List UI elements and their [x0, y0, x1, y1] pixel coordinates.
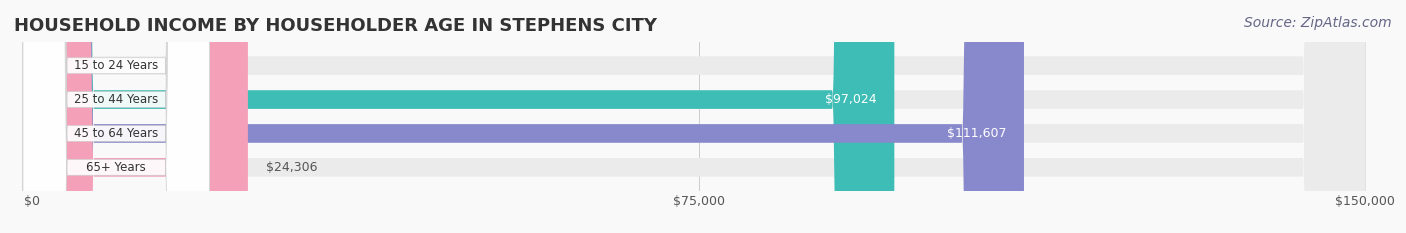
FancyBboxPatch shape [32, 0, 1365, 233]
Text: $97,024: $97,024 [825, 93, 876, 106]
FancyBboxPatch shape [22, 0, 209, 233]
FancyBboxPatch shape [32, 0, 894, 233]
FancyBboxPatch shape [32, 0, 247, 233]
Text: $111,607: $111,607 [946, 127, 1007, 140]
FancyBboxPatch shape [32, 0, 1365, 233]
Text: 45 to 64 Years: 45 to 64 Years [75, 127, 159, 140]
Text: 15 to 24 Years: 15 to 24 Years [75, 59, 159, 72]
Text: 65+ Years: 65+ Years [86, 161, 146, 174]
Text: HOUSEHOLD INCOME BY HOUSEHOLDER AGE IN STEPHENS CITY: HOUSEHOLD INCOME BY HOUSEHOLDER AGE IN S… [14, 17, 657, 35]
Text: 25 to 44 Years: 25 to 44 Years [75, 93, 159, 106]
Text: $0: $0 [49, 59, 66, 72]
FancyBboxPatch shape [22, 0, 209, 233]
Text: $24,306: $24,306 [266, 161, 318, 174]
FancyBboxPatch shape [32, 0, 1365, 233]
FancyBboxPatch shape [22, 0, 209, 233]
FancyBboxPatch shape [22, 0, 209, 233]
FancyBboxPatch shape [32, 0, 1024, 233]
FancyBboxPatch shape [32, 0, 1365, 233]
Text: Source: ZipAtlas.com: Source: ZipAtlas.com [1244, 16, 1392, 30]
